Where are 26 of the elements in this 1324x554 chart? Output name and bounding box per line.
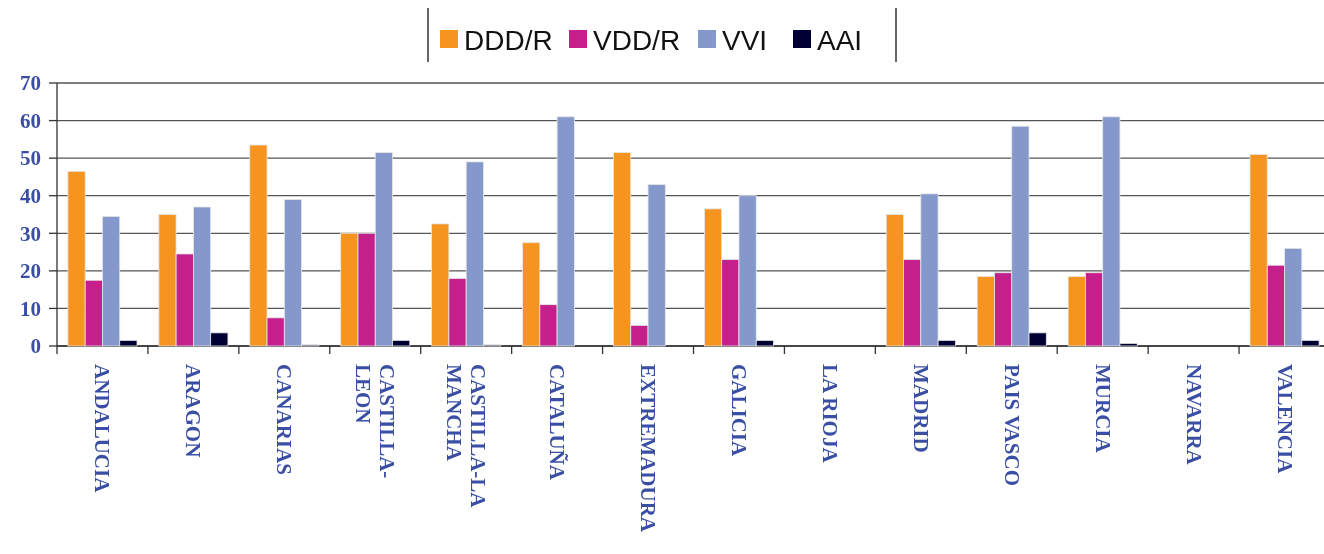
y-tick-label: 10 [20, 296, 41, 321]
legend-label: DDD/R [464, 24, 553, 56]
x-tick-label: MURCIA [1090, 364, 1115, 454]
legend-label: VDD/R [593, 24, 681, 56]
x-tick-label: PAIS VASCO [999, 364, 1024, 486]
x-tick-label: MADRID [908, 364, 933, 453]
y-tick-label: 30 [20, 221, 41, 246]
x-tick-label: CASTILLA-LEON [351, 364, 400, 479]
x-tick-label: VALENCIA [1272, 364, 1297, 475]
x-tick-label: CANARIAS [272, 364, 297, 475]
y-tick-label: 70 [20, 71, 41, 96]
legend-label: VVI [722, 24, 768, 56]
y-tick-label: 50 [20, 146, 41, 171]
legend-label: AAI [817, 24, 863, 56]
x-tick-label: GALICIA [726, 364, 751, 458]
x-tick-label: CASTILLA-LA MANCHA [442, 364, 491, 509]
x-tick-label: EXTREMADURA [636, 364, 661, 533]
x-tick-label: LA RIOJA [817, 364, 842, 464]
y-tick-label: 60 [20, 108, 41, 133]
y-tick-label: 20 [20, 259, 41, 284]
x-tick-label: NAVARRA [1181, 364, 1206, 466]
x-tick-label: ARAGON [181, 364, 206, 458]
y-tick-label: 40 [20, 184, 41, 209]
x-tick-label: CATALUÑA [545, 364, 570, 481]
x-tick-label: ANDALUCIA [90, 364, 115, 494]
y-tick-label: 0 [30, 334, 41, 359]
